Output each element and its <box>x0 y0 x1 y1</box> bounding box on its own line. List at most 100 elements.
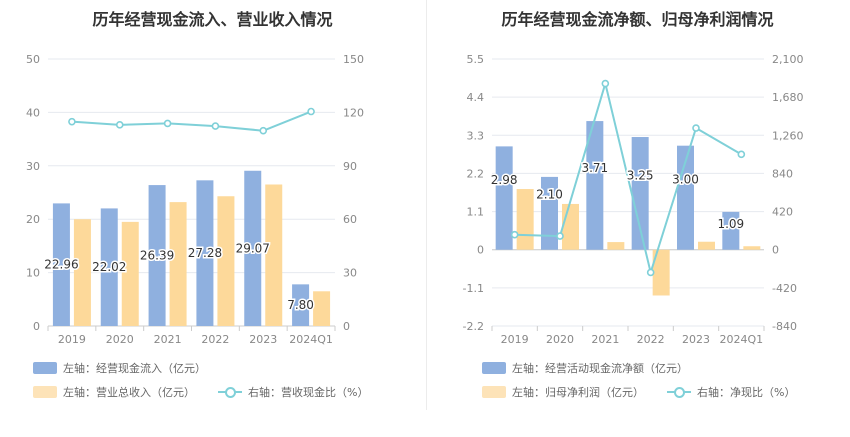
bar-2021-orange <box>169 202 187 326</box>
x-tick-label: 2022 <box>201 333 229 346</box>
y-right-tick-label: 60 <box>343 213 357 226</box>
y-left-tick-label: -2.2 <box>463 320 484 333</box>
bar-value-label: 3.25 <box>627 169 654 183</box>
y-left-tick-label: 50 <box>26 53 40 66</box>
x-tick-label: 2020 <box>546 333 574 346</box>
legend-swatch-orange <box>33 386 57 398</box>
x-tick-label: 2022 <box>637 333 665 346</box>
bar-value-label: 3.00 <box>672 173 699 187</box>
bar-2024Q1-blue <box>292 284 310 326</box>
x-tick-label: 2021 <box>154 333 182 346</box>
legend-item-net-profit[interactable]: 左轴：归母净利润（亿元） <box>482 384 644 400</box>
ratio-point <box>259 126 268 135</box>
legend-swatch-line <box>218 386 242 398</box>
bar-2022-orange <box>217 196 235 326</box>
legend-label: 左轴：经营现金流入（亿元） <box>63 362 206 375</box>
bar-value-label: 22.96 <box>44 258 78 272</box>
legend-label: 左轴：经营活动现金流净额（亿元） <box>512 362 688 375</box>
y-right-tick-label: 120 <box>343 106 364 119</box>
y-left-tick-label: 2.2 <box>467 167 485 180</box>
bar-value-label: 2.98 <box>491 173 518 187</box>
y-right-tick-label: 0 <box>343 320 350 333</box>
chart-title: 历年经营现金流净额、归母净利润情况 <box>501 10 774 29</box>
x-tick-label: 2024Q1 <box>289 333 333 346</box>
legend-label: 左轴：营业总收入（亿元） <box>63 386 195 399</box>
bar-2022-blue <box>631 137 649 250</box>
y-left-tick-label: -1.1 <box>463 282 484 295</box>
ratio-point <box>68 117 76 126</box>
legend-item-inflow[interactable]: 左轴：经营现金流入（亿元） <box>33 360 206 376</box>
right-chart-canvas: -2.2 -840 -1.1 -420 0 0 1.1 420 2.2 840 3.3 1,260 4.… <box>463 53 804 346</box>
bar-value-label: 2.10 <box>536 188 563 202</box>
ratio-point <box>646 268 655 277</box>
legend-item-net-cashflow[interactable]: 左轴：经营活动现金流净额（亿元） <box>482 360 688 376</box>
bar-value-label: 7.80 <box>287 298 314 312</box>
x-tick-label: 2024Q1 <box>720 333 764 346</box>
bar-2020-orange <box>562 203 579 250</box>
bar-2021-orange <box>607 242 625 250</box>
y-right-tick-label: 1,260 <box>772 129 804 142</box>
legend-swatch-blue <box>482 362 506 374</box>
ratio-point <box>211 122 220 130</box>
x-tick-label: 2020 <box>106 333 134 346</box>
bar-value-label: 27.28 <box>188 246 222 260</box>
bar-value-label: 29.07 <box>236 241 270 255</box>
y-right-tick-label: 1,680 <box>772 91 804 104</box>
legend-swatch-blue <box>33 362 57 374</box>
bar-value-label: 1.09 <box>717 217 744 231</box>
bar-2019-blue <box>52 203 70 326</box>
chart-title: 历年经营现金流入、营业收入情况 <box>92 10 333 29</box>
ratio-point <box>601 79 610 88</box>
y-right-tick-label: 150 <box>343 53 364 66</box>
x-tick-label: 2023 <box>682 333 710 346</box>
ratio-point <box>115 121 124 129</box>
x-tick-label: 2023 <box>249 333 277 346</box>
ratio-point <box>692 124 700 132</box>
y-right-tick-label: -840 <box>772 320 797 333</box>
y-left-tick-label: 3.3 <box>467 129 485 142</box>
legend-label: 右轴：营收现金比（%） <box>248 386 369 399</box>
y-right-tick-label: 90 <box>343 160 357 173</box>
bar-2022-orange <box>652 249 670 296</box>
bar-2023-orange <box>265 184 283 326</box>
bar-2020-blue <box>541 176 558 250</box>
legend-item-ratio[interactable]: 右轴：营收现金比（%） <box>218 384 368 400</box>
legend-label: 右轴：净现比（%） <box>697 386 796 399</box>
legend-item-net-ratio[interactable]: 右轴：净现比（%） <box>667 384 795 400</box>
y-right-tick-label: 2,100 <box>772 53 804 66</box>
legend-label: 左轴：归母净利润（亿元） <box>512 386 644 399</box>
ratio-point <box>737 150 746 159</box>
panel-divider <box>426 0 427 410</box>
bar-2021-blue <box>586 121 604 250</box>
y-right-tick-label: 30 <box>343 267 357 280</box>
y-left-tick-label: 5.5 <box>467 53 485 66</box>
y-right-tick-label: 840 <box>772 167 793 180</box>
right-chart-panel: 历年经营现金流净额、归母净利润情况 -2.2 -840 -1.1 -420 0 0 1.1 4… <box>425 0 850 437</box>
bar-2019-blue <box>495 146 513 250</box>
left-chart-canvas: 0 0 10 30 20 60 30 90 40 120 50 150 2019 2020 2021 2022… <box>26 53 364 346</box>
bar-2020-orange <box>121 221 139 326</box>
bar-2021-blue <box>148 185 166 326</box>
legend-swatch-orange <box>482 386 506 398</box>
legend-item-revenue[interactable]: 左轴：营业总收入（亿元） <box>33 384 195 400</box>
y-right-tick-label: 420 <box>772 206 793 219</box>
left-chart-panel: 历年经营现金流入、营业收入情况 0 0 10 30 20 60 30 90 40 120 50 150… <box>26 10 368 400</box>
bar-value-label: 26.39 <box>140 249 174 263</box>
ratio-line <box>514 79 742 277</box>
bar-2020-blue <box>100 208 118 326</box>
x-tick-label: 2021 <box>591 333 619 346</box>
y-left-tick-label: 0 <box>33 320 40 333</box>
x-tick-label: 2019 <box>501 333 529 346</box>
bar-2019-orange <box>516 189 534 250</box>
y-left-tick-label: 1.1 <box>467 206 485 219</box>
y-left-tick-label: 30 <box>26 160 40 173</box>
bar-value-label: 3.71 <box>581 161 608 175</box>
y-left-tick-label: 0 <box>477 244 484 257</box>
bar-2024Q1-orange <box>313 291 331 326</box>
bar-2019-orange <box>73 219 91 326</box>
ratio-line <box>71 110 312 132</box>
y-left-tick-label: 10 <box>26 267 40 280</box>
y-left-tick-label: 4.4 <box>467 91 485 104</box>
ratio-point <box>307 107 315 116</box>
x-tick-label: 2019 <box>58 333 86 346</box>
